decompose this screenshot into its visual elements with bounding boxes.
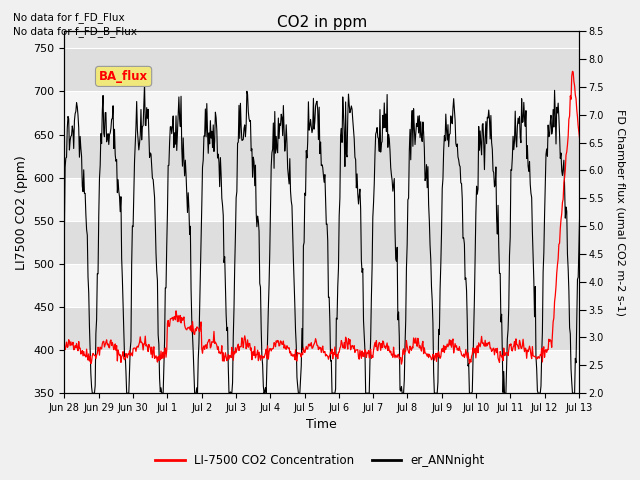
X-axis label: Time: Time (307, 419, 337, 432)
Bar (65, 178, 579, 221)
Bar (65, 92, 579, 134)
Y-axis label: FD Chamber flux (umal CO2 m-2 s-1): FD Chamber flux (umal CO2 m-2 s-1) (615, 108, 625, 316)
Bar (65, 264, 579, 307)
Bar (65, 48, 579, 92)
Bar (65, 350, 579, 393)
Y-axis label: LI7500 CO2 (ppm): LI7500 CO2 (ppm) (15, 155, 28, 269)
Bar (65, 307, 579, 350)
Text: No data for f_FD_B_Flux: No data for f_FD_B_Flux (13, 26, 137, 37)
Bar (65, 221, 579, 264)
Bar (65, 134, 579, 178)
Legend: LI-7500 CO2 Concentration, er_ANNnight: LI-7500 CO2 Concentration, er_ANNnight (150, 449, 490, 472)
Text: No data for f_FD_Flux: No data for f_FD_Flux (13, 12, 124, 23)
Text: BA_flux: BA_flux (99, 70, 148, 83)
Title: CO2 in ppm: CO2 in ppm (276, 15, 367, 30)
